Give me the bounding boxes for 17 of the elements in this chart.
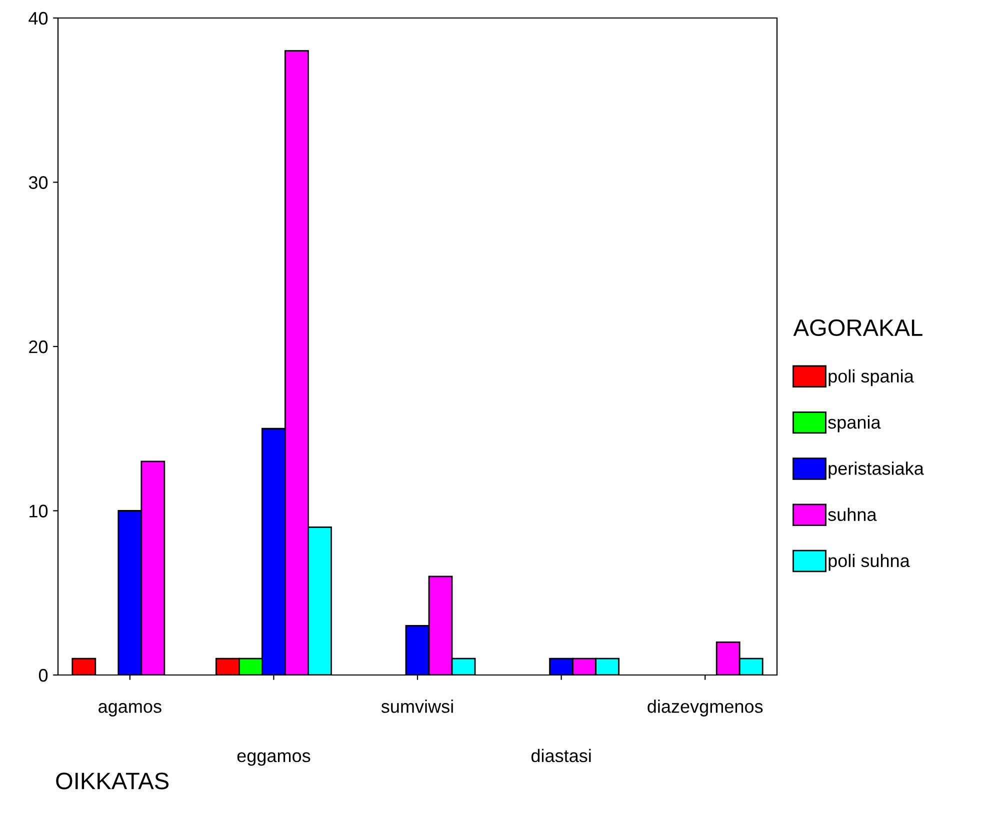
x-tick-label: agamos [98,703,162,716]
legend-label: poli suhna [828,554,910,571]
y-tick-label: 10 [30,504,48,518]
x-tick-label: diastasi [531,748,591,762]
legend-title: AGORAKAL [793,319,922,336]
x-tick-label: diazevgmenos [648,700,763,716]
x-axis-title: OIKKATAS [56,772,169,790]
x-tick-label: sumviwsi [381,700,453,713]
legend-label: suhna [828,508,877,522]
x-tick-label: eggamos [237,752,310,766]
legend-label: peristasiaka [828,462,924,478]
y-tick-label: 40 [28,12,48,25]
y-tick-label: 30 [28,176,48,189]
legend-label: poli spania [828,369,914,386]
y-tick-label: 20 [29,340,48,354]
legend-label: spania [828,415,881,432]
y-tick-label: 0 [38,668,48,682]
